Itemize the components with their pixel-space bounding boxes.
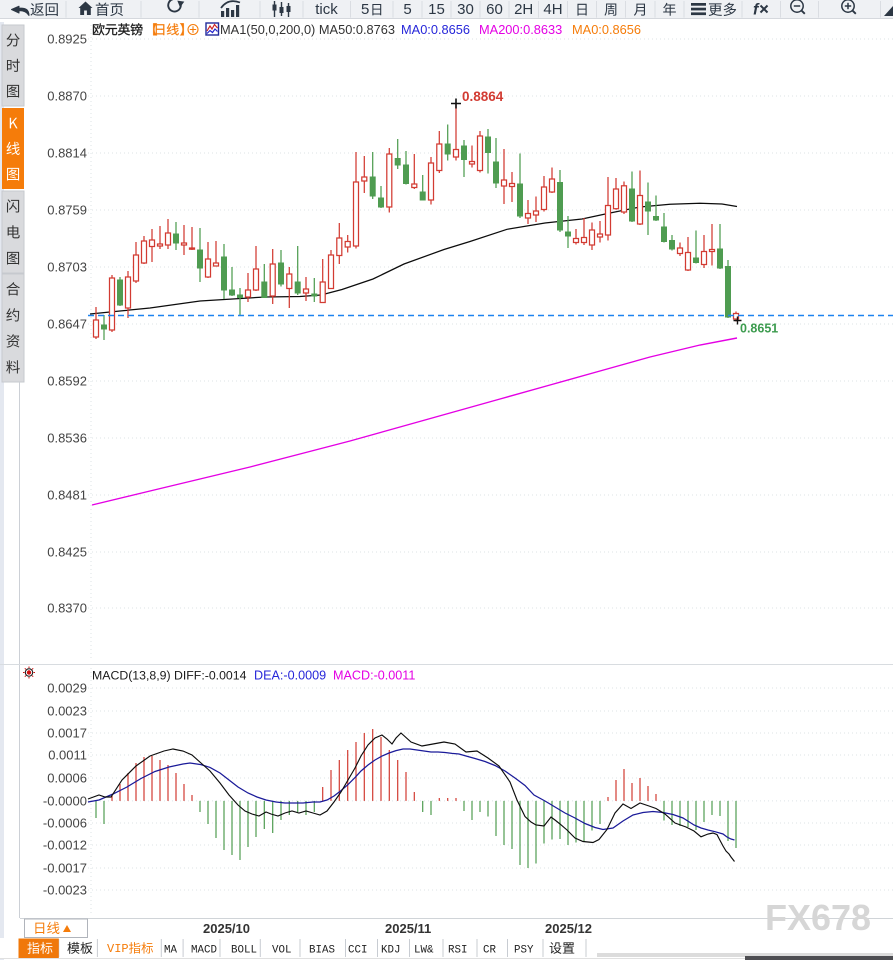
svg-text:2025/10: 2025/10 xyxy=(203,921,250,936)
svg-text:MACD(13,8,9) DIFF:-0.0014: MACD(13,8,9) DIFF:-0.0014 xyxy=(92,669,247,683)
svg-text:MA200:0.8633: MA200:0.8633 xyxy=(479,22,562,37)
svg-text:0.0011: 0.0011 xyxy=(48,748,87,763)
svg-text:MA: MA xyxy=(164,945,177,957)
svg-text:0.8592: 0.8592 xyxy=(47,374,87,389)
svg-text:-0.0000: -0.0000 xyxy=(43,793,87,808)
svg-text:5: 5 xyxy=(403,1,411,18)
svg-text:MA1(50,0,200,0) MA50:0.8763: MA1(50,0,200,0) MA50:0.8763 xyxy=(220,22,395,37)
svg-text:MACD: MACD xyxy=(191,945,217,957)
svg-text:BOLL: BOLL xyxy=(231,945,257,957)
svg-text:-0.0023: -0.0023 xyxy=(43,883,87,898)
svg-text:0.8647: 0.8647 xyxy=(47,317,87,332)
svg-text:tick: tick xyxy=(315,1,338,18)
svg-text:BIAS: BIAS xyxy=(309,945,335,957)
svg-text:KDJ: KDJ xyxy=(381,945,400,957)
svg-text:RSI: RSI xyxy=(448,945,467,957)
svg-text:0.0029: 0.0029 xyxy=(47,681,87,696)
svg-text:f: f xyxy=(753,2,760,19)
svg-text:4H: 4H xyxy=(543,1,562,18)
svg-text:LW&: LW& xyxy=(414,945,434,957)
svg-text:5: 5 xyxy=(361,1,369,18)
svg-text:60: 60 xyxy=(486,1,503,18)
svg-text:0.8759: 0.8759 xyxy=(47,203,87,218)
svg-text:0.8864: 0.8864 xyxy=(462,89,504,104)
svg-text:0.8651: 0.8651 xyxy=(740,322,778,336)
svg-text:DEA:-0.0009: DEA:-0.0009 xyxy=(254,669,326,683)
svg-text:MA0:0.8656: MA0:0.8656 xyxy=(572,22,641,37)
svg-text:0.8481: 0.8481 xyxy=(47,488,87,503)
svg-text:0.0017: 0.0017 xyxy=(47,726,87,741)
svg-text:30: 30 xyxy=(457,1,474,18)
svg-text:CR: CR xyxy=(483,945,496,957)
svg-text:CCI: CCI xyxy=(348,945,367,957)
svg-text:VOL: VOL xyxy=(272,945,291,957)
svg-text:-0.0012: -0.0012 xyxy=(43,838,87,853)
svg-text:MACD:-0.0011: MACD:-0.0011 xyxy=(333,669,415,683)
svg-text:PSY: PSY xyxy=(514,945,534,957)
svg-text:0.8425: 0.8425 xyxy=(47,545,87,560)
svg-text:2025/12: 2025/12 xyxy=(545,921,592,936)
svg-text:2025/11: 2025/11 xyxy=(385,921,431,936)
svg-text:-0.0006: -0.0006 xyxy=(43,816,87,831)
svg-text:VIP: VIP xyxy=(107,942,129,956)
svg-text:0.8370: 0.8370 xyxy=(47,601,87,616)
svg-text:-0.0017: -0.0017 xyxy=(43,861,87,876)
svg-text:0.8703: 0.8703 xyxy=(47,260,87,275)
svg-text:0.0023: 0.0023 xyxy=(47,704,87,719)
svg-text:0.8536: 0.8536 xyxy=(47,431,87,446)
svg-text:0.8814: 0.8814 xyxy=(47,146,87,161)
svg-text:15: 15 xyxy=(428,1,445,18)
svg-text:2H: 2H xyxy=(514,1,533,18)
svg-text:0.8870: 0.8870 xyxy=(47,89,87,104)
svg-text:MA0:0.8656: MA0:0.8656 xyxy=(401,22,470,37)
svg-text:0.0006: 0.0006 xyxy=(47,771,87,786)
svg-text:FX678: FX678 xyxy=(765,897,871,938)
svg-text:0.8925: 0.8925 xyxy=(47,32,87,47)
